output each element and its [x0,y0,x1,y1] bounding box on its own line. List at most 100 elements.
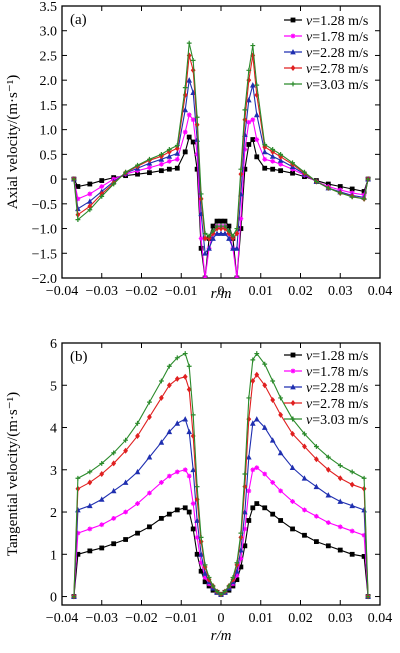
data-point [313,483,320,490]
legend-marker [290,400,296,406]
data-point [147,524,152,530]
data-point [99,184,105,189]
data-point [166,473,172,479]
data-point [158,515,164,521]
data-point [278,395,284,401]
data-point [182,149,188,155]
data-point [234,573,240,578]
data-point [210,583,216,589]
data-point [278,411,284,418]
data-point [242,483,248,490]
data-point [337,184,343,189]
data-point [198,534,204,540]
data-point [194,114,200,120]
data-point [135,171,140,177]
data-point [365,176,371,182]
data-point [242,116,248,123]
data-point [270,166,276,172]
data-point [135,501,140,506]
data-point [174,375,180,382]
data-point [71,594,77,599]
data-point [166,153,173,159]
data-point [202,235,208,242]
data-point [238,216,244,222]
x-tick-label: 0.01 [249,284,274,299]
data-point [325,520,331,525]
data-point [194,534,200,540]
data-point [365,594,371,599]
legend-label: v=1.78 m/s [306,30,368,45]
data-point [135,162,140,168]
data-point [202,275,208,278]
data-point [361,475,367,481]
y-tick-label: 5 [50,379,57,394]
data-point [182,106,189,113]
data-point [174,165,180,171]
data-point [194,166,200,172]
data-point [198,191,204,197]
data-point [186,428,192,435]
data-point [218,592,224,597]
data-point [186,134,192,140]
data-point [218,230,224,236]
data-point [349,469,355,475]
data-point [246,96,252,103]
data-point [210,235,216,241]
data-point [261,424,268,430]
data-point [194,151,200,157]
series-line [73,502,369,597]
data-point [75,184,81,189]
data-point [254,137,260,142]
data-point [253,111,260,118]
x-tick-label: 0.02 [288,611,313,626]
data-point [158,378,164,384]
data-point [134,468,141,475]
data-point [242,526,248,532]
legend-label: v=3.03 m/s [306,413,368,428]
data-point [302,507,307,513]
data-point [250,505,256,511]
data-point [166,147,172,152]
data-point [262,156,268,162]
data-point [270,378,276,384]
data-point [87,207,93,213]
data-point [166,158,172,164]
data-point [198,245,204,251]
data-point [262,382,268,389]
legend-marker [290,384,296,390]
data-point [190,117,196,123]
data-point [270,397,276,404]
data-point [337,475,343,482]
data-point [270,511,276,517]
data-point [71,176,77,182]
data-point [262,471,268,477]
y-tick-label: 1.0 [40,124,58,139]
data-point [99,461,105,466]
data-point [242,509,248,515]
legend-marker [290,81,296,87]
data-point [214,230,220,236]
data-point [198,568,204,574]
data-point [123,537,128,542]
data-point [278,518,284,523]
data-point [206,233,212,239]
tangential-velocity-chart: −0.04 −0.03 −0.02 −0.01 0 0.01 0.02 0.03 0.04 0 1 2… [5,337,392,644]
data-point [99,178,105,183]
data-point [238,166,244,172]
data-point [234,230,240,237]
data-point [111,515,117,521]
data-point [123,447,128,454]
panel-label: (b) [70,349,88,365]
data-point [325,454,331,460]
data-point [261,148,268,155]
y-tick-label: 3.5 [40,0,58,15]
data-point [262,505,268,511]
data-point [166,511,172,517]
data-point [254,154,260,160]
data-point [87,181,93,187]
data-point [222,230,228,236]
y-tick-label: −2.0 [32,272,57,287]
data-point [123,437,128,443]
data-point [166,382,172,389]
